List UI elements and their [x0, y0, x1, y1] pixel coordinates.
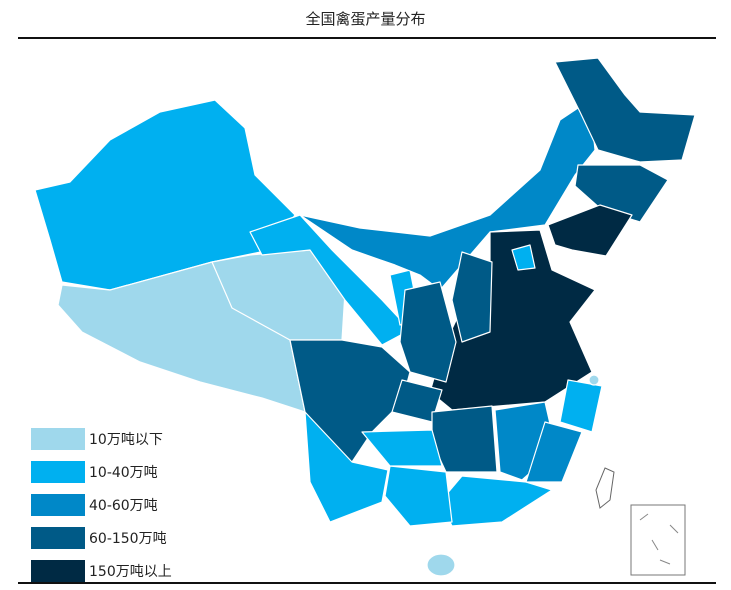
region-guangxi: [384, 465, 453, 527]
region-guangdong: [439, 475, 553, 527]
region-heilongjiang: [554, 57, 696, 163]
legend-swatch: [31, 526, 85, 549]
region-shanxi: [451, 251, 493, 343]
legend-label: 150万吨以上: [89, 563, 172, 580]
taiwan-outline: [595, 467, 615, 509]
top-divider: [18, 37, 716, 39]
legend-label: 10万吨以下: [89, 431, 163, 448]
legend-label: 40-60万吨: [89, 497, 158, 514]
legend-item: 60-150万吨: [31, 521, 172, 554]
region-zhejiang: [559, 379, 603, 433]
region-gansu: [249, 214, 411, 346]
south-sea-islands: [639, 513, 679, 565]
region-yunnan: [304, 411, 389, 523]
legend-swatch: [31, 427, 85, 450]
region-jilin: [574, 164, 669, 223]
legend-swatch: [31, 493, 85, 516]
region-beijing-tianjin: [511, 244, 536, 271]
region-inner-mongolia: [299, 99, 596, 291]
region-guizhou: [361, 429, 443, 467]
legend-label: 10-40万吨: [89, 464, 158, 481]
region-tibet: [57, 261, 306, 413]
legend-swatch: [31, 460, 85, 483]
bottom-divider: [18, 582, 716, 584]
region-xinjiang: [34, 99, 296, 291]
south-sea-inset: [630, 504, 686, 576]
region-shaanxi: [399, 281, 457, 383]
region-qinghai: [211, 249, 346, 341]
legend-swatch: [31, 559, 85, 582]
legend-item: 40-60万吨: [31, 488, 172, 521]
legend-item: 10万吨以下: [31, 422, 172, 455]
region-shanghai: [588, 374, 600, 386]
legend: 10万吨以下 10-40万吨 40-60万吨 60-150万吨 150万吨以上: [31, 422, 172, 587]
region-hunan: [431, 405, 498, 473]
legend-label: 60-150万吨: [89, 530, 167, 547]
legend-item: 10-40万吨: [31, 455, 172, 488]
region-hainan: [426, 553, 456, 577]
region-fujian: [525, 421, 583, 483]
map-title: 全国禽蛋产量分布: [305, 10, 426, 28]
region-liaoning: [547, 204, 633, 257]
legend-item: 150万吨以上: [31, 554, 172, 587]
